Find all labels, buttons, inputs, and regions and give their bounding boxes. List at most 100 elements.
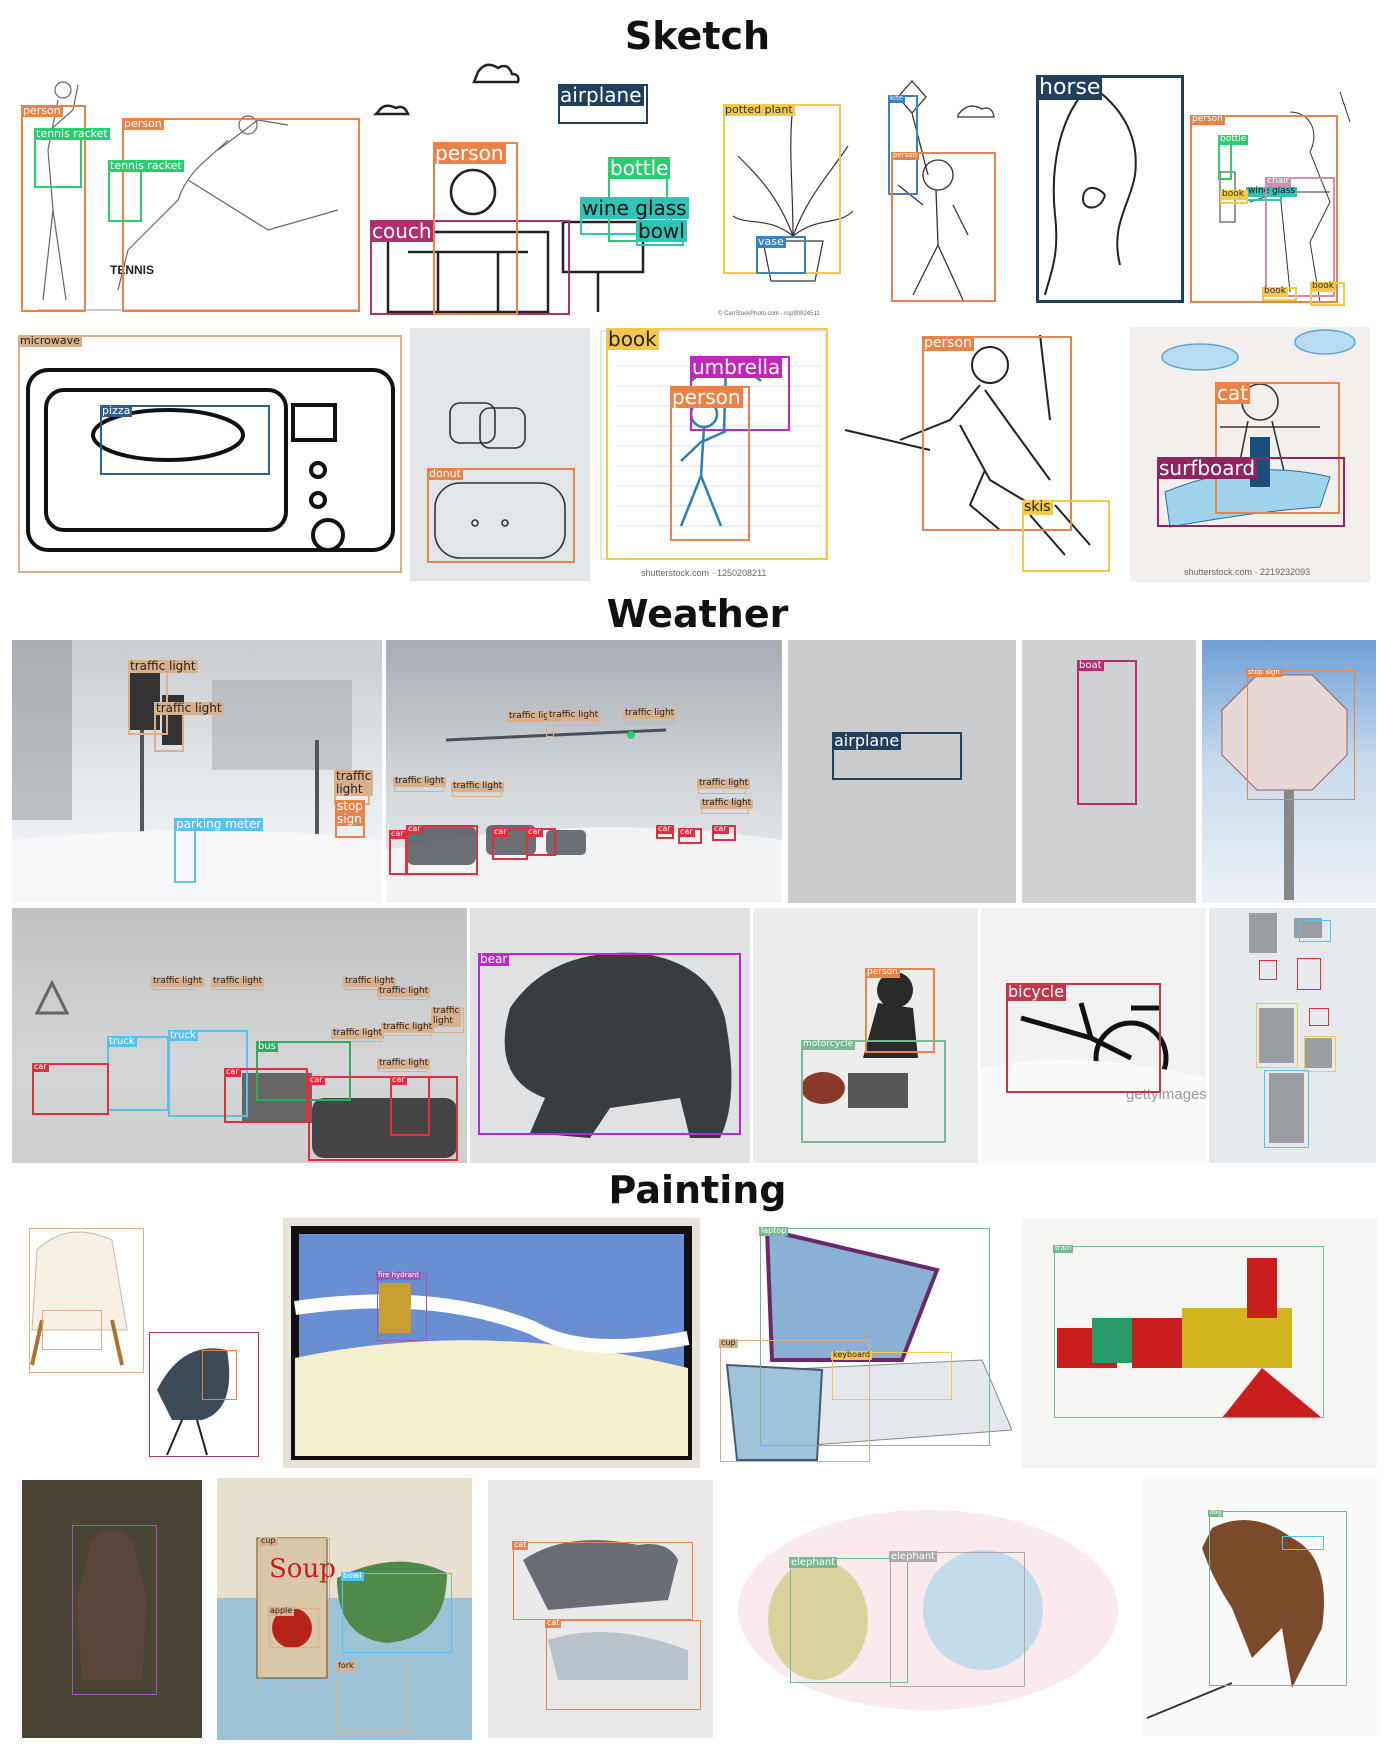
bbox-bear bbox=[72, 1525, 157, 1695]
bbox-label: person bbox=[865, 967, 900, 978]
weather-blizzard-image: traffic light traffic light traffic ligh… bbox=[386, 640, 782, 903]
bbox-label: traffic light bbox=[334, 769, 374, 797]
bbox-bottle: bottle bbox=[1218, 134, 1249, 180]
bbox-label: traffic light bbox=[507, 711, 561, 722]
bbox-elephant: elephant bbox=[889, 1551, 1025, 1687]
bbox-car bbox=[1297, 958, 1321, 990]
bbox-label: book bbox=[606, 327, 659, 351]
bbox-chair bbox=[29, 1228, 144, 1373]
bbox-traffic-light: traffic light bbox=[697, 778, 751, 794]
bbox-label: motorcycle bbox=[801, 1039, 856, 1050]
bbox-person: person bbox=[1190, 114, 1338, 303]
bbox-label: traffic light bbox=[451, 781, 505, 792]
bbox-label: potted plant bbox=[723, 103, 795, 117]
bbox-bowl: bowl bbox=[341, 1571, 452, 1653]
bbox-dog: dog bbox=[1208, 1509, 1347, 1686]
bbox-label: chair bbox=[1265, 176, 1292, 187]
bbox-label: car bbox=[308, 1075, 325, 1085]
bbox-traffic-light: traffic light bbox=[451, 781, 505, 797]
bbox-cat bbox=[42, 1310, 102, 1350]
getty-watermark: gettyimages bbox=[1126, 1086, 1206, 1103]
bbox-label: airplane bbox=[558, 83, 644, 107]
bbox-label: cat bbox=[545, 1618, 562, 1628]
section-title-painting: Painting bbox=[608, 1168, 787, 1212]
chairs-painting bbox=[30, 1231, 230, 1456]
section-title-weather: Weather bbox=[606, 592, 789, 636]
bbox-label: cat bbox=[1215, 381, 1251, 405]
bbox-label: traffic light bbox=[377, 986, 431, 997]
canstock-watermark: © CanStockPhoto.com - csp90924511 bbox=[718, 311, 820, 317]
weather-fog-traffic-image: traffic light traffic light traffic ligh… bbox=[12, 908, 467, 1163]
bbox-label: traffic light bbox=[431, 1006, 462, 1027]
bbox-label: fire hydrant bbox=[376, 1271, 422, 1280]
bbox-tennis-racket: tennis racket bbox=[34, 127, 110, 188]
bbox-label: umbrella bbox=[690, 355, 783, 379]
bbox-person: person bbox=[922, 335, 1072, 531]
bbox-label: book bbox=[1220, 189, 1246, 200]
bbox-airplane: airplane bbox=[558, 84, 648, 124]
soup-painting bbox=[217, 1537, 472, 1740]
skier-sketch-drawing bbox=[844, 334, 1091, 556]
bbox-label: traffic light bbox=[700, 798, 754, 809]
bbox-label: vase bbox=[756, 235, 786, 249]
bbox-kite: kite bbox=[888, 94, 918, 195]
painting-soup-image: Soup cup bowl apple fork bbox=[217, 1478, 472, 1740]
sketch-plant-image: © CanStockPhoto.com - csp90924511 potted… bbox=[718, 96, 868, 322]
bbox-label: traffic light bbox=[211, 976, 265, 987]
bbox-label: car bbox=[492, 827, 509, 837]
bbox-traffic-light: traffic light bbox=[377, 986, 431, 1000]
bbox-bowl: bowl bbox=[636, 220, 687, 246]
bbox-frisbee bbox=[1282, 1536, 1324, 1550]
weather-bear-image: bear bbox=[470, 908, 750, 1163]
bbox-truck bbox=[1264, 1070, 1309, 1148]
horse-sketch-drawing bbox=[1044, 84, 1137, 296]
trucks-snow-scene bbox=[1249, 913, 1332, 1143]
bbox-label: truck bbox=[107, 1036, 137, 1047]
bbox-label: airplane bbox=[832, 731, 902, 750]
bbox-laptop: laptop bbox=[759, 1226, 990, 1446]
bbox-book: book bbox=[1310, 281, 1345, 306]
bbox-wine-glass: wine glass bbox=[580, 197, 689, 235]
bbox-car: car bbox=[712, 824, 736, 841]
soup-label-text: Soup bbox=[269, 1554, 336, 1584]
bbox-label: traffic light bbox=[154, 701, 224, 716]
bbox-label: bicycle bbox=[1006, 982, 1066, 1001]
bbox-surfboard: surfboard bbox=[1157, 457, 1345, 527]
sketch-kite-image: kite person bbox=[868, 75, 1018, 315]
fog-traffic-scene bbox=[34, 979, 457, 1158]
bbox-label: person bbox=[1190, 114, 1225, 125]
bbox-car: car bbox=[32, 1062, 109, 1115]
bbox-label: person bbox=[891, 151, 919, 160]
bbox-book: book bbox=[1262, 286, 1297, 301]
bbox-horse: horse bbox=[1036, 75, 1184, 303]
weather-boat-image: boat bbox=[1022, 640, 1196, 903]
bbox-cat: cat bbox=[545, 1618, 701, 1710]
bbox-traffic-light: traffic light bbox=[128, 659, 198, 735]
bbox-label: bowl bbox=[341, 1571, 364, 1581]
bbox-label: dog bbox=[1208, 1509, 1224, 1517]
bbox-bicycle: bicycle bbox=[1006, 983, 1161, 1093]
bbox-label: book bbox=[1262, 286, 1288, 297]
bbox-traffic-light: traffic light bbox=[623, 708, 677, 724]
bbox-cat: cat bbox=[512, 1540, 693, 1620]
laptop-cup-painting bbox=[725, 1227, 1012, 1461]
hydrant-painting bbox=[291, 1226, 692, 1460]
section-title-sketch: Sketch bbox=[624, 14, 771, 58]
painting-laptop-image: laptop cup keyboard bbox=[712, 1220, 1012, 1465]
bbox-label: wine glass bbox=[1246, 186, 1298, 197]
microwave-sketch-drawing bbox=[26, 368, 395, 552]
bbox-car: car bbox=[224, 1067, 308, 1123]
bbox-car: car bbox=[406, 824, 478, 875]
bbox-truck: truck bbox=[107, 1036, 169, 1111]
bbox-label: person bbox=[670, 385, 743, 409]
sketch-notebook-image: shutterstock.com · 1250208211 book umbre… bbox=[596, 326, 831, 582]
bbox-label: traffic light bbox=[377, 1058, 431, 1069]
sketch-skier-image: person skis bbox=[840, 330, 1120, 575]
bbox-label: tennis racket bbox=[34, 127, 110, 141]
bbox-traffic-light: traffic light bbox=[377, 1058, 431, 1072]
bbox-label: car bbox=[406, 824, 423, 834]
weather-stopsign-image: stop sign bbox=[1202, 640, 1376, 903]
bbox-cat bbox=[202, 1350, 237, 1400]
bbox-car: car bbox=[656, 824, 674, 839]
bbox-label: skis bbox=[1022, 499, 1053, 516]
